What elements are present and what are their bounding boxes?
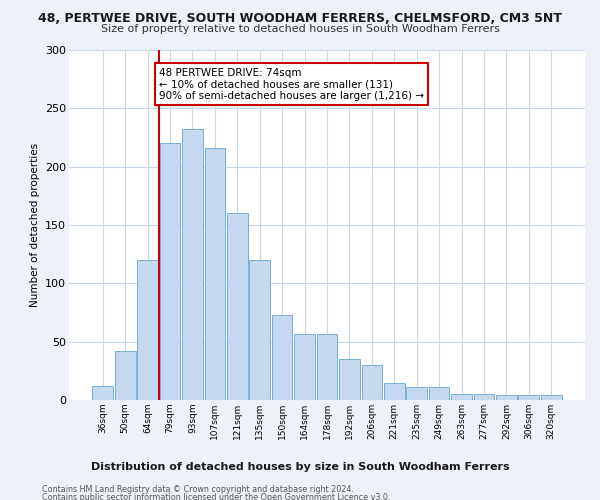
- Bar: [115, 351, 136, 400]
- Bar: [362, 365, 382, 400]
- Bar: [406, 387, 427, 400]
- Bar: [272, 315, 292, 400]
- Bar: [182, 130, 203, 400]
- Bar: [473, 394, 494, 400]
- Text: 48 PERTWEE DRIVE: 74sqm
← 10% of detached houses are smaller (131)
90% of semi-d: 48 PERTWEE DRIVE: 74sqm ← 10% of detache…: [159, 68, 424, 100]
- Bar: [92, 386, 113, 400]
- Bar: [429, 387, 449, 400]
- Bar: [541, 396, 562, 400]
- Bar: [227, 214, 248, 400]
- Bar: [294, 334, 315, 400]
- Text: Contains HM Land Registry data © Crown copyright and database right 2024.: Contains HM Land Registry data © Crown c…: [42, 485, 354, 494]
- Text: 48, PERTWEE DRIVE, SOUTH WOODHAM FERRERS, CHELMSFORD, CM3 5NT: 48, PERTWEE DRIVE, SOUTH WOODHAM FERRERS…: [38, 12, 562, 26]
- Bar: [160, 144, 181, 400]
- Bar: [451, 394, 472, 400]
- Text: Contains public sector information licensed under the Open Government Licence v3: Contains public sector information licen…: [42, 493, 391, 500]
- Bar: [137, 260, 158, 400]
- Text: Distribution of detached houses by size in South Woodham Ferrers: Distribution of detached houses by size …: [91, 462, 509, 472]
- Bar: [205, 148, 225, 400]
- Text: Size of property relative to detached houses in South Woodham Ferrers: Size of property relative to detached ho…: [101, 24, 499, 34]
- Bar: [518, 396, 539, 400]
- Bar: [496, 396, 517, 400]
- Bar: [339, 359, 360, 400]
- Y-axis label: Number of detached properties: Number of detached properties: [29, 143, 40, 307]
- Bar: [317, 334, 337, 400]
- Bar: [384, 382, 404, 400]
- Bar: [250, 260, 270, 400]
